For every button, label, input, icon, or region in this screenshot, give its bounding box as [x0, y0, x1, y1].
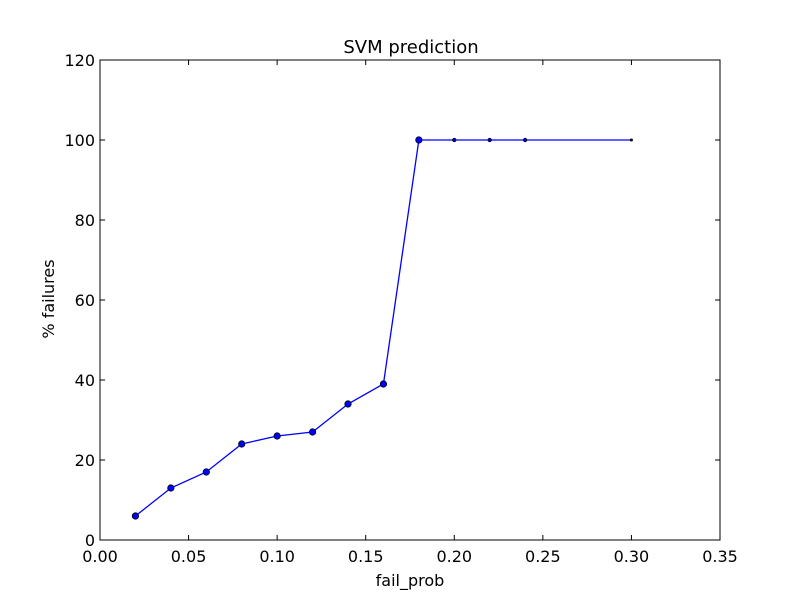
- y-tick-label: 20: [75, 451, 95, 470]
- data-point: [202, 468, 210, 476]
- data-point: [487, 137, 492, 143]
- ticks-layer: 0.00 0.05 0.10 0.15 0.20 0.25 0.30 0.35 0 20 40 60 8…: [64, 51, 737, 566]
- plot-frame: [99, 59, 721, 541]
- x-tick-label: 0.30: [614, 547, 650, 566]
- chart-title: SVM prediction: [343, 37, 478, 58]
- y-tick-label: 100: [64, 131, 95, 150]
- data-point: [523, 137, 528, 143]
- y-tick-label: 0: [85, 531, 95, 550]
- x-tick-label: 0.15: [348, 547, 384, 566]
- y-tick-label: 40: [75, 371, 95, 390]
- series-line: [135, 139, 632, 517]
- data-point: [344, 400, 352, 408]
- data-point: [167, 484, 175, 492]
- x-tick-label: 0.35: [702, 547, 738, 566]
- y-tick-label: 120: [64, 51, 95, 70]
- series-layer: [131, 136, 633, 520]
- x-tick-label: 0.10: [259, 547, 295, 566]
- data-point: [452, 137, 457, 143]
- data-point: [238, 440, 246, 448]
- y-tick-label: 60: [75, 291, 95, 310]
- x-tick-label: 0.25: [525, 547, 561, 566]
- data-point: [131, 512, 140, 520]
- data-point: [415, 136, 423, 144]
- x-tick-label: 0.20: [436, 547, 472, 566]
- data-point: [308, 428, 317, 436]
- data-point: [629, 138, 633, 142]
- x-tick-label: 0.00: [82, 547, 118, 566]
- y-tick-label: 80: [75, 211, 95, 230]
- x-axis-label: fail_prob: [376, 571, 445, 591]
- data-point: [273, 432, 281, 440]
- x-tick-label: 0.05: [171, 547, 207, 566]
- y-axis-label: % failures: [39, 259, 58, 338]
- data-point: [379, 380, 388, 388]
